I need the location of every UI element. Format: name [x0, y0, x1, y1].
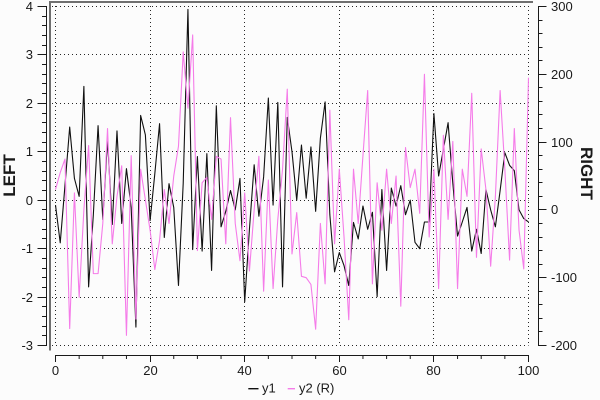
svg-text:-100: -100 [551, 270, 577, 285]
svg-text:200: 200 [551, 67, 573, 82]
svg-text:100: 100 [551, 135, 573, 150]
svg-text:80: 80 [426, 363, 440, 378]
svg-text:1: 1 [26, 144, 33, 159]
svg-text:-200: -200 [551, 338, 577, 353]
svg-text:-3: -3 [21, 338, 33, 353]
svg-text:y1: y1 [262, 381, 276, 396]
svg-text:0: 0 [52, 363, 59, 378]
svg-text:20: 20 [143, 363, 157, 378]
svg-text:60: 60 [332, 363, 346, 378]
svg-text:RIGHT: RIGHT [577, 147, 596, 201]
svg-text:-1: -1 [21, 241, 33, 256]
svg-text:300: 300 [551, 0, 573, 14]
svg-text:-2: -2 [21, 290, 33, 305]
svg-text:0: 0 [26, 193, 33, 208]
svg-text:0: 0 [551, 202, 558, 217]
svg-text:2: 2 [26, 96, 33, 111]
svg-text:3: 3 [26, 47, 33, 62]
svg-text:LEFT: LEFT [0, 154, 19, 197]
svg-text:100: 100 [518, 363, 540, 378]
svg-text:y2 (R): y2 (R) [299, 381, 334, 396]
svg-text:4: 4 [26, 0, 33, 14]
svg-text:40: 40 [237, 363, 251, 378]
